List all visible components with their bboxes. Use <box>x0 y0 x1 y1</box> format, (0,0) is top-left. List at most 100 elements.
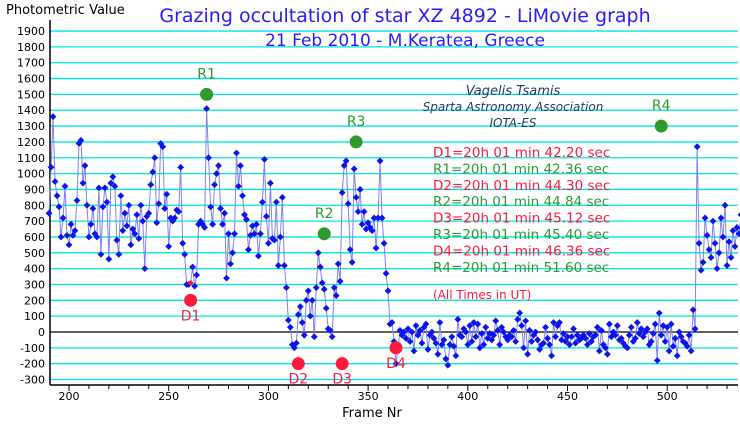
data-point <box>257 230 264 238</box>
data-point <box>121 209 129 217</box>
data-point <box>454 315 462 323</box>
data-point <box>300 331 308 339</box>
data-point <box>504 336 512 344</box>
data-point <box>452 352 460 360</box>
event-marker-r4 <box>654 119 668 133</box>
event-marker-d2 <box>291 357 305 371</box>
data-point <box>197 217 205 225</box>
data-point <box>117 192 125 200</box>
data-point <box>484 334 492 342</box>
data-point <box>699 258 707 266</box>
data-point <box>510 327 518 334</box>
data-point <box>719 233 727 241</box>
data-point <box>348 258 356 266</box>
data-point <box>444 361 452 369</box>
data-point <box>480 341 488 349</box>
data-point <box>556 319 563 326</box>
data-point <box>45 209 53 217</box>
data-point <box>613 322 621 330</box>
data-point <box>278 193 286 201</box>
data-point <box>661 338 669 345</box>
event-time: D4=20h 01 min 46.36 sec <box>433 243 610 259</box>
data-point <box>171 214 179 222</box>
data-point <box>372 244 380 252</box>
data-point <box>245 246 252 254</box>
data-point <box>189 263 197 271</box>
data-point <box>139 217 147 225</box>
data-point <box>384 287 392 295</box>
data-point <box>79 179 87 187</box>
data-point <box>572 339 579 347</box>
data-point <box>737 212 740 218</box>
data-point <box>382 269 390 277</box>
data-point <box>482 323 490 331</box>
data-point <box>713 265 721 273</box>
data-point <box>227 260 234 268</box>
data-point <box>657 331 665 339</box>
y-tick-label: 1700 <box>17 57 45 70</box>
data-point <box>129 225 137 233</box>
data-point <box>221 209 228 217</box>
data-point <box>368 227 376 235</box>
data-point <box>596 347 603 355</box>
data-point <box>73 197 81 204</box>
data-point <box>631 334 639 342</box>
data-point <box>99 203 107 211</box>
data-point <box>149 168 157 176</box>
data-point <box>103 198 111 206</box>
data-point <box>717 214 725 222</box>
data-point <box>288 341 296 349</box>
data-point <box>247 231 254 239</box>
data-point <box>217 205 224 212</box>
y-tick-label: 300 <box>24 278 45 291</box>
y-tick-labels: -300 -200 -100 0 100 200 300 400 500 600 700 800 900… <box>17 25 45 386</box>
data-point <box>601 344 609 352</box>
data-point <box>77 136 85 144</box>
data-point <box>683 342 691 350</box>
data-point <box>157 140 165 147</box>
y-tick-label: 1800 <box>17 41 45 54</box>
data-point <box>564 333 571 341</box>
data-point <box>605 320 613 328</box>
data-point <box>225 230 232 238</box>
data-point <box>318 279 326 287</box>
data-point <box>468 338 476 345</box>
event-label: D3 <box>332 372 352 388</box>
data-point <box>97 250 105 258</box>
data-point <box>609 328 617 336</box>
y-tick-label: -100 <box>20 342 45 355</box>
data-point <box>358 220 366 228</box>
data-point <box>191 282 199 290</box>
data-point <box>518 322 526 330</box>
y-tick-label: 1200 <box>17 136 45 149</box>
data-point <box>542 323 549 331</box>
data-point <box>366 224 374 231</box>
data-point <box>53 192 61 200</box>
data-point <box>597 327 605 334</box>
data-point <box>592 331 599 339</box>
data-point <box>354 208 362 216</box>
data-point <box>123 222 131 230</box>
data-point <box>187 279 194 286</box>
x-tick-label: 450 <box>557 390 578 403</box>
data-point <box>693 143 701 151</box>
y-tick-label: 1300 <box>17 120 45 133</box>
data-point <box>450 342 458 350</box>
data-point <box>249 222 256 230</box>
data-point <box>145 209 153 217</box>
data-point <box>418 339 426 347</box>
data-point <box>350 165 358 173</box>
data-point <box>500 328 508 336</box>
data-point <box>428 328 436 336</box>
data-point <box>544 334 551 342</box>
data-point <box>374 214 382 222</box>
event-time: R2=20h 01 min 44.84 sec <box>433 194 609 210</box>
data-point <box>594 323 601 331</box>
data-point <box>653 357 661 364</box>
data-point <box>665 347 673 355</box>
event-time: D3=20h 01 min 45.12 sec <box>433 211 610 227</box>
credit-association: Sparta Astronomy Association <box>423 100 604 114</box>
data-point <box>107 179 115 187</box>
data-point <box>59 214 67 222</box>
data-point <box>586 330 593 337</box>
